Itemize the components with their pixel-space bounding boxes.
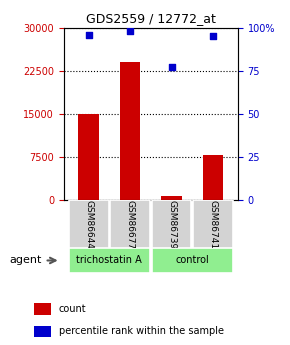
- Point: [128, 28, 133, 34]
- FancyBboxPatch shape: [69, 200, 108, 248]
- Point: [86, 32, 91, 37]
- FancyBboxPatch shape: [152, 200, 191, 248]
- Bar: [34, 304, 51, 315]
- Text: GSM86644: GSM86644: [84, 200, 93, 249]
- Text: agent: agent: [10, 256, 42, 265]
- Point: [169, 65, 174, 70]
- FancyBboxPatch shape: [110, 200, 150, 248]
- Text: trichostatin A: trichostatin A: [77, 256, 142, 265]
- Text: GSM86739: GSM86739: [167, 200, 176, 249]
- Text: percentile rank within the sample: percentile rank within the sample: [59, 326, 224, 336]
- Text: GSM86677: GSM86677: [126, 200, 135, 249]
- Bar: [34, 326, 51, 337]
- Text: control: control: [175, 256, 209, 265]
- Point: [211, 33, 215, 39]
- FancyBboxPatch shape: [69, 248, 150, 273]
- Bar: [161, 196, 182, 200]
- Text: count: count: [59, 304, 86, 314]
- FancyBboxPatch shape: [193, 200, 233, 248]
- Bar: [78, 114, 99, 200]
- FancyBboxPatch shape: [152, 248, 233, 273]
- Bar: [120, 62, 140, 200]
- Bar: [203, 155, 223, 200]
- Text: GSM86741: GSM86741: [209, 200, 218, 249]
- Title: GDS2559 / 12772_at: GDS2559 / 12772_at: [86, 12, 216, 25]
